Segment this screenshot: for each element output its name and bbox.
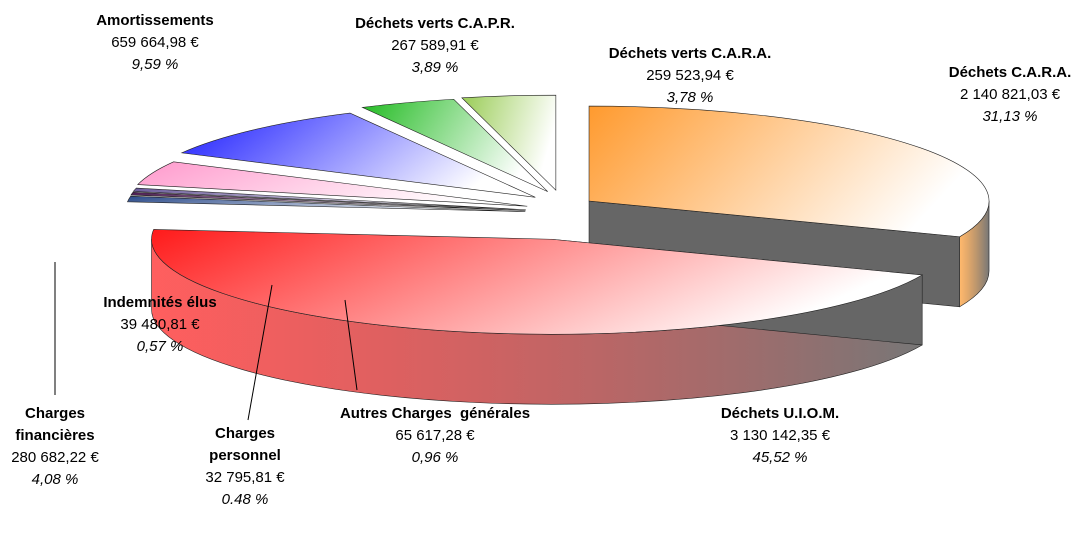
slice (151, 229, 924, 335)
label-name: Charges financières (15, 405, 95, 444)
label-name: Déchets verts C.A.P.R. (355, 15, 515, 32)
slice-label: Déchets verts C.A.P.R. 267 589,91 € 3,89 % (355, 13, 515, 79)
label-percent: 0,57 % (136, 338, 184, 355)
label-name: Charges personnel (209, 425, 281, 464)
slice-label: Indemnités élus 39 480,81 € 0,57 % (103, 292, 216, 358)
label-value: 32 795,81 € (205, 469, 285, 486)
slice-label: Déchets verts C.A.R.A. 259 523,94 € 3,78 % (609, 43, 772, 109)
slice (461, 94, 557, 191)
label-name: Déchets verts C.A.R.A. (608, 45, 772, 62)
label-percent: 4,08 % (31, 471, 79, 488)
label-value: 39 480,81 € (120, 316, 200, 333)
slice (588, 105, 990, 238)
label-percent: 0,96 % (411, 449, 459, 466)
label-percent: 9,59 % (131, 56, 179, 73)
slice (132, 187, 526, 211)
label-value: 659 664,98 € (111, 34, 199, 51)
slice-label: Déchets C.A.R.A. 2 140 821,03 € 31,13 % (949, 62, 1072, 128)
label-value: 280 682,22 € (11, 449, 99, 466)
slice-label: Charges personnel 32 795,81 € 0.48 % (200, 423, 290, 511)
label-value: 267 589,91 € (391, 37, 479, 54)
label-value: 65 617,28 € (395, 427, 475, 444)
slice (130, 191, 526, 211)
label-percent: 3,78 % (666, 89, 714, 106)
label-value: 3 130 142,35 € (729, 427, 831, 444)
label-percent: 31,13 % (982, 108, 1038, 125)
slice-label: Charges financières 280 682,22 € 4,08 % (5, 403, 105, 491)
leader-line (344, 299, 358, 391)
slice (127, 195, 526, 212)
slice (180, 112, 536, 198)
slice (137, 161, 528, 207)
label-percent: 45,52 % (752, 449, 808, 466)
slice-label: Autres Charges générales 65 617,28 € 0,96 … (340, 403, 530, 469)
slice-label: Déchets U.I.O.M. 3 130 142,35 € 45,52 % (721, 403, 839, 469)
label-value: 2 140 821,03 € (959, 86, 1061, 103)
slice (361, 98, 548, 192)
label-percent: 3,89 % (411, 59, 459, 76)
label-name: Indemnités élus (103, 294, 217, 311)
label-name: Déchets U.I.O.M. (720, 405, 840, 422)
label-name: Amortissements (96, 12, 214, 29)
leader-line (247, 284, 273, 421)
label-value: 259 523,94 € (646, 67, 734, 84)
label-name: Déchets C.A.R.A. (948, 64, 1072, 81)
slice-label: Amortissements 659 664,98 € 9,59 % (96, 10, 214, 76)
label-name: Autres Charges générales (339, 405, 531, 422)
label-percent: 0.48 % (221, 491, 269, 508)
